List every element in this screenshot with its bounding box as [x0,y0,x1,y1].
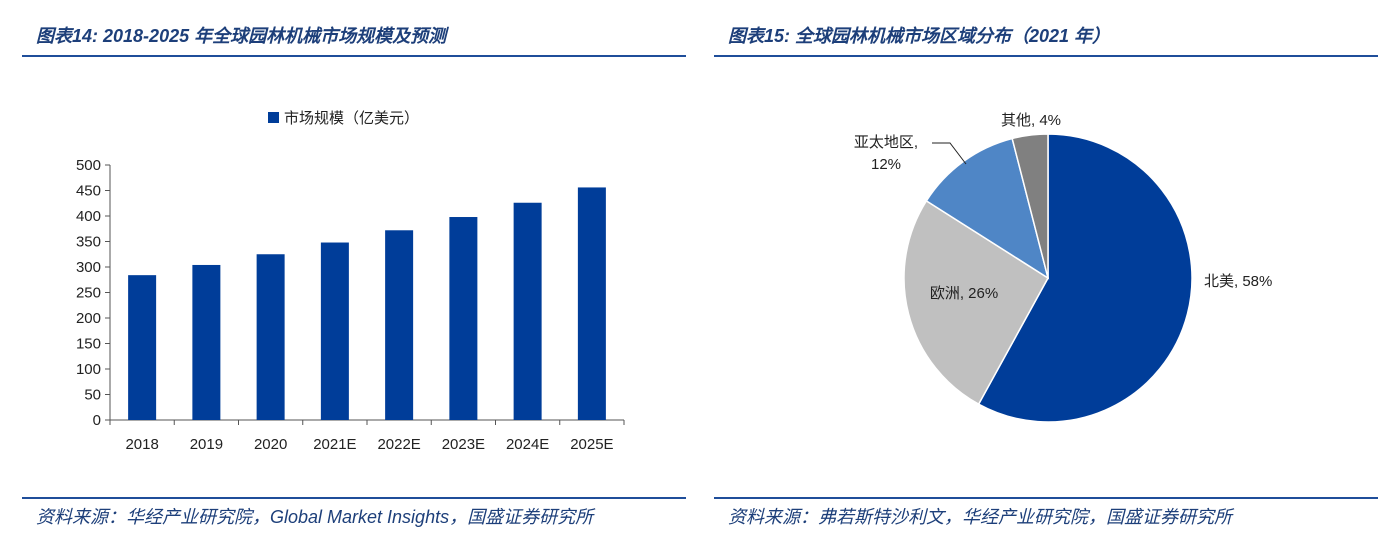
y-tick-label: 0 [93,412,101,429]
bar [256,254,285,420]
bar [513,202,542,420]
y-tick-label: 300 [76,259,101,276]
right-panel: 图表15: 全球园林机械市场区域分布（2021 年） 北美, 58% 欧洲, 26… [714,0,1378,547]
y-tick-label: 200 [76,310,101,327]
bar [385,230,414,420]
x-tick-label: 2022E [377,436,420,453]
pie-slice [903,199,1049,406]
y-tick-label: 100 [76,361,101,378]
pie-leader-line [932,142,967,165]
left-chart-title: 图表14: 2018-2025 年全球园林机械市场规模及预测 [36,26,447,46]
chart-legend: 市场规模（亿美元） [268,110,419,127]
x-tick-label: 2020 [254,436,287,453]
bar [577,187,606,420]
pie-data-label: 其他, 4% [1001,112,1061,129]
y-tick-label: 500 [76,157,101,174]
right-source-note: 资料来源：弗若斯特沙利文，华经产业研究院，国盛证券研究所 [728,507,1232,527]
y-tick-label: 150 [76,336,101,353]
x-tick-label: 2019 [190,436,223,453]
x-tick-label: 2024E [506,436,549,453]
y-tick-label: 400 [76,208,101,225]
pie-chart: 北美, 58% 欧洲, 26% 亚太地区, 12% 其他, 4% [854,112,1272,423]
x-tick-label: 2021E [313,436,356,453]
y-tick-label: 250 [76,285,101,302]
bar [192,264,221,420]
pie-slice [977,133,1193,423]
x-tick-label: 2025E [570,436,613,453]
y-tick-label: 350 [76,234,101,251]
legend-label: 市场规模（亿美元） [284,110,419,127]
pie-slice [1011,133,1049,279]
pie-slice [925,137,1050,280]
pie-label-value: 12% [871,156,901,173]
pie-data-label: 北美, 58% [1204,273,1272,290]
pie-label-text: 欧洲, 26% [930,285,998,302]
bar [128,275,157,420]
right-chart-title: 图表15: 全球园林机械市场区域分布（2021 年） [728,26,1111,46]
pie-data-label: 欧洲, 26% [930,285,998,302]
right-top-rule [714,55,1378,57]
bar [320,242,349,420]
left-top-rule [22,55,686,57]
y-tick-label: 50 [84,387,101,404]
left-panel: 图表14: 2018-2025 年全球园林机械市场规模及预测 0 50 100 150… [22,0,686,547]
pie-label-text: 北美, 58% [1204,273,1272,290]
y-tick-label: 450 [76,183,101,200]
bar-chart: 0 50 100 150 200 250 300 350 400 450 500 2018 2019 20… [76,110,625,453]
pie-data-label: 亚太地区, 12% [854,134,918,173]
right-bottom-rule [714,497,1378,499]
legend-swatch [268,112,279,123]
left-bottom-rule [22,497,686,499]
pie-label-text: 亚太地区, [854,134,918,151]
pie-label-text: 其他, 4% [1001,112,1061,129]
left-source-note: 资料来源：华经产业研究院，Global Market Insights，国盛证券… [36,507,594,527]
bar [449,217,478,420]
x-tick-label: 2023E [442,436,485,453]
x-tick-label: 2018 [125,436,158,453]
